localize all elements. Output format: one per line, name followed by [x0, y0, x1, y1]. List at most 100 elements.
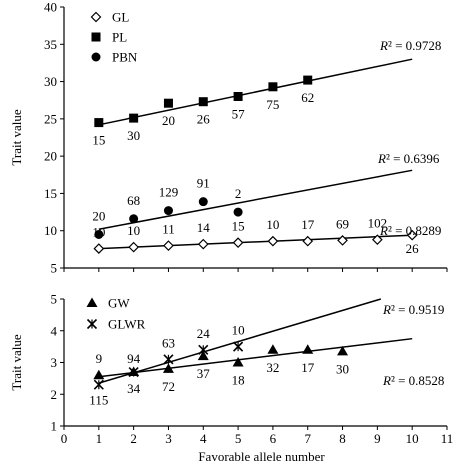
data-label: 37 — [197, 366, 211, 381]
data-point-square — [94, 118, 104, 128]
y-tick-label: 1 — [51, 419, 58, 434]
data-point-diamond — [267, 235, 279, 247]
data-point-x — [198, 344, 209, 355]
data-point-x — [128, 366, 139, 378]
data-point-square — [303, 75, 313, 85]
x-tick-label: 7 — [304, 431, 311, 446]
data-point-triangle — [197, 350, 209, 361]
data-point-square — [268, 82, 278, 92]
trendline-pl — [98, 58, 413, 126]
y-tick-label: 15 — [44, 186, 57, 201]
x-tick-label: 11 — [441, 431, 454, 446]
y-tick-label: 10 — [44, 223, 57, 238]
data-label: 102 — [368, 216, 388, 231]
data-label: 10 — [232, 323, 245, 338]
y-tick-label: 30 — [44, 74, 57, 89]
data-label: 26 — [197, 112, 211, 127]
data-label: 11 — [162, 222, 175, 237]
y-tick-label: 40 — [44, 0, 57, 15]
x-tick-label: 0 — [61, 431, 68, 446]
trendline-glwr — [98, 298, 382, 384]
data-point-circle — [233, 207, 243, 217]
y-tick-label: 20 — [44, 149, 57, 164]
legend-label-glwr: GLWR — [108, 317, 146, 332]
data-label: 69 — [336, 216, 349, 231]
data-label: 15 — [232, 219, 245, 234]
r-squared-label: R² = 0.6396 — [377, 151, 440, 166]
y-tick-label: 5 — [51, 261, 58, 276]
legend-label-pl: PL — [112, 30, 127, 45]
data-point-triangle — [86, 297, 98, 307]
y-tick-label: 35 — [44, 37, 57, 52]
data-label: 17 — [301, 360, 315, 375]
x-tick-label: 10 — [406, 431, 419, 446]
data-point-diamond — [163, 240, 174, 251]
data-label: 17 — [301, 217, 315, 232]
data-point-x — [86, 318, 98, 330]
trendline-pbn — [98, 169, 413, 230]
y-tick-label: 3 — [51, 355, 58, 370]
data-label: 20 — [92, 208, 105, 223]
data-label: 32 — [266, 360, 279, 375]
data-point-square — [233, 91, 243, 101]
data-label: 20 — [162, 113, 175, 128]
data-point-x — [233, 341, 244, 352]
x-tick-label: 6 — [270, 431, 277, 446]
data-point-triangle — [302, 344, 314, 354]
r-squared-label: R² = 0.9519 — [382, 302, 444, 317]
data-point-diamond — [337, 235, 348, 246]
data-label: 57 — [232, 106, 246, 121]
series-gw: 9 94 72 37 18 32 17 30 — [93, 344, 349, 394]
data-label: 115 — [89, 393, 108, 408]
r-squared-label: R² = 0.8528 — [382, 373, 444, 388]
legend-label-pbn: PBN — [112, 50, 138, 65]
data-point-square — [163, 98, 173, 108]
y-tick-label: 5 — [51, 292, 58, 307]
data-label: 9 — [96, 351, 103, 366]
data-point-x — [93, 379, 104, 390]
data-label: 94 — [127, 351, 141, 366]
data-label: 18 — [232, 373, 245, 388]
data-label: 10 — [127, 223, 140, 238]
data-label: 75 — [266, 97, 279, 112]
data-point-triangle — [337, 345, 349, 356]
data-point-square — [91, 32, 101, 42]
r-squared-label: R² = 0.9728 — [379, 38, 441, 53]
data-label: 24 — [197, 326, 211, 341]
data-label: 62 — [301, 90, 314, 105]
data-point-diamond — [128, 241, 139, 253]
y-axis-title: Trait value — [9, 334, 24, 390]
x-axis-title: Favorable allele number — [198, 449, 325, 464]
data-point-diamond — [406, 229, 418, 241]
data-point-triangle — [232, 357, 244, 367]
data-label: 10 — [266, 217, 279, 232]
data-label: 63 — [162, 335, 175, 350]
x-tick-label: 5 — [235, 431, 242, 446]
data-point-diamond — [232, 237, 244, 248]
data-point-square — [198, 97, 208, 107]
legend-label-gl: GL — [112, 10, 129, 25]
y-tick-label: 4 — [51, 323, 58, 338]
x-tick-label: 8 — [339, 431, 346, 446]
data-point-circle — [94, 229, 104, 239]
data-point-triangle — [267, 344, 279, 354]
data-point-triangle — [93, 369, 105, 380]
series-pbn: 20 68 129 91 2 — [92, 176, 243, 239]
data-point-diamond — [197, 238, 209, 250]
data-point-diamond — [372, 234, 383, 246]
data-point-triangle — [162, 363, 174, 373]
data-label: 2 — [235, 186, 242, 201]
data-label: 91 — [197, 176, 210, 191]
data-label: 26 — [406, 241, 420, 256]
data-point-diamond — [90, 11, 102, 23]
data-point-x — [163, 354, 174, 365]
x-tick-label: 1 — [96, 431, 103, 446]
data-label: 34 — [127, 381, 141, 396]
y-tick-label: 25 — [44, 111, 57, 126]
trendline-gl — [98, 234, 413, 250]
data-point-circle — [91, 52, 101, 62]
data-label: 14 — [197, 220, 211, 235]
legend-label-gw: GW — [108, 296, 130, 311]
